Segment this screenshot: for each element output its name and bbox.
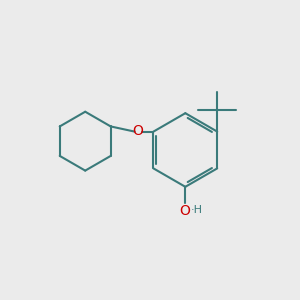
Text: O: O xyxy=(133,124,144,138)
Text: ·H: ·H xyxy=(190,206,202,215)
Text: O: O xyxy=(179,205,190,218)
